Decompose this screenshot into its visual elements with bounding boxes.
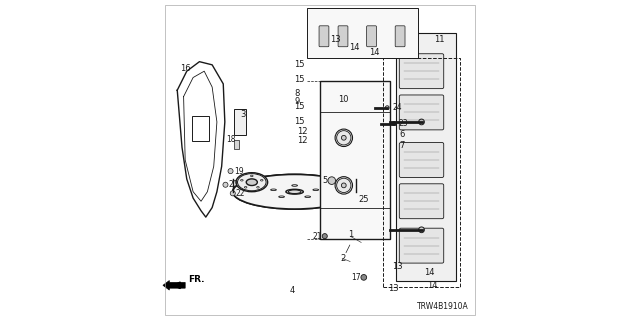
Circle shape: [328, 177, 335, 184]
Text: 12: 12: [298, 127, 308, 136]
Bar: [307, 8, 419, 59]
Text: FR.: FR.: [188, 275, 205, 284]
Text: TRW4B1910A: TRW4B1910A: [417, 302, 469, 311]
Text: 8: 8: [294, 89, 300, 98]
FancyBboxPatch shape: [395, 26, 405, 47]
Text: 1: 1: [349, 230, 354, 239]
Text: 25: 25: [358, 195, 369, 204]
Ellipse shape: [286, 189, 303, 194]
Ellipse shape: [236, 173, 268, 192]
Bar: [383, 59, 460, 287]
Ellipse shape: [244, 187, 247, 188]
Text: 6: 6: [399, 130, 404, 139]
Text: 11: 11: [434, 35, 445, 44]
FancyBboxPatch shape: [399, 54, 444, 89]
Text: 14: 14: [349, 43, 360, 52]
Text: 7: 7: [399, 141, 404, 150]
Text: 4: 4: [290, 285, 295, 295]
Text: 3: 3: [240, 109, 245, 118]
Text: 21: 21: [312, 232, 321, 241]
Text: 13: 13: [388, 284, 399, 293]
Text: 15: 15: [294, 117, 305, 126]
Ellipse shape: [246, 179, 257, 186]
Text: 5: 5: [322, 176, 328, 185]
FancyBboxPatch shape: [320, 81, 390, 239]
Ellipse shape: [335, 177, 353, 194]
FancyArrow shape: [163, 281, 185, 290]
Text: 20: 20: [228, 180, 238, 189]
Bar: [234, 140, 239, 149]
Text: 13: 13: [392, 262, 403, 271]
Text: 2: 2: [340, 254, 346, 263]
FancyBboxPatch shape: [399, 184, 444, 219]
Bar: [191, 116, 209, 141]
Text: 15: 15: [294, 101, 305, 111]
Ellipse shape: [335, 129, 353, 147]
Text: 10: 10: [339, 95, 349, 104]
Ellipse shape: [250, 175, 253, 177]
Text: 16: 16: [180, 63, 191, 73]
Ellipse shape: [260, 180, 263, 181]
FancyBboxPatch shape: [399, 228, 444, 263]
FancyBboxPatch shape: [338, 26, 348, 47]
Text: 19: 19: [234, 167, 243, 176]
Ellipse shape: [419, 119, 424, 125]
Text: 14: 14: [424, 268, 435, 277]
Text: 15: 15: [294, 75, 305, 84]
Circle shape: [230, 191, 236, 196]
Ellipse shape: [257, 187, 259, 188]
Text: 15: 15: [294, 60, 305, 69]
FancyBboxPatch shape: [399, 142, 444, 178]
Circle shape: [322, 234, 327, 239]
Text: 17: 17: [351, 273, 360, 282]
Ellipse shape: [241, 180, 243, 181]
Text: 18: 18: [227, 135, 236, 144]
Ellipse shape: [341, 135, 346, 140]
Circle shape: [361, 275, 367, 280]
Text: 22: 22: [236, 189, 245, 198]
Circle shape: [228, 169, 233, 174]
Text: 14: 14: [369, 48, 380, 57]
Bar: [234, 109, 246, 135]
Text: 12: 12: [298, 136, 308, 146]
Text: 24: 24: [392, 103, 402, 112]
Ellipse shape: [341, 183, 346, 188]
Ellipse shape: [385, 106, 389, 109]
FancyBboxPatch shape: [399, 95, 444, 130]
Text: 14: 14: [428, 281, 438, 290]
Bar: [396, 33, 456, 281]
Text: 13: 13: [330, 35, 340, 44]
Ellipse shape: [233, 174, 356, 209]
FancyBboxPatch shape: [367, 26, 376, 47]
Text: 23: 23: [399, 119, 408, 128]
Circle shape: [223, 182, 228, 187]
FancyBboxPatch shape: [319, 26, 329, 47]
Text: 9: 9: [295, 97, 300, 106]
Ellipse shape: [419, 227, 424, 233]
Ellipse shape: [392, 122, 396, 125]
